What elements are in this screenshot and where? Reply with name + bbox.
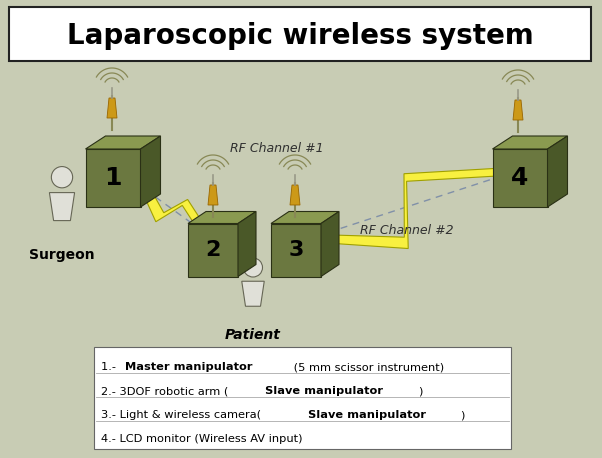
Text: Surgeon: Surgeon [29,248,95,262]
Polygon shape [513,100,523,120]
FancyBboxPatch shape [94,347,511,449]
Text: Master manipulator: Master manipulator [125,362,252,372]
Polygon shape [321,212,339,277]
Text: Slave manipulator: Slave manipulator [308,410,426,420]
Circle shape [243,258,262,277]
Polygon shape [547,136,568,207]
Polygon shape [290,185,300,205]
Polygon shape [271,212,339,224]
Text: RF Channel #1: RF Channel #1 [230,142,324,154]
Text: 2: 2 [205,240,221,260]
Polygon shape [188,224,238,277]
Polygon shape [271,224,321,277]
Polygon shape [492,149,547,207]
Polygon shape [137,175,211,241]
Text: 1: 1 [104,166,122,190]
Polygon shape [492,136,568,149]
Text: 4: 4 [511,166,529,190]
Text: RF Channel #2: RF Channel #2 [360,224,454,236]
Polygon shape [208,185,218,205]
Text: Patient: Patient [225,328,281,342]
Polygon shape [140,136,161,207]
Polygon shape [242,281,264,306]
Polygon shape [107,98,117,118]
Polygon shape [85,149,140,207]
Text: Laparoscopic wireless system: Laparoscopic wireless system [67,22,533,50]
Polygon shape [49,193,75,221]
Polygon shape [85,136,161,149]
Text: (5 mm scissor instrument): (5 mm scissor instrument) [290,362,444,372]
Text: ): ) [460,410,464,420]
Polygon shape [306,168,501,249]
Text: 2.- 3DOF robotic arm (: 2.- 3DOF robotic arm ( [101,386,228,396]
Text: Slave manipulator: Slave manipulator [265,386,383,396]
Polygon shape [238,212,256,277]
Text: 3: 3 [288,240,303,260]
FancyBboxPatch shape [9,7,591,61]
Polygon shape [188,212,256,224]
Text: 4.- LCD monitor (Wireless AV input): 4.- LCD monitor (Wireless AV input) [101,434,302,444]
Text: 3.- Light & wireless camera(: 3.- Light & wireless camera( [101,410,261,420]
Circle shape [51,167,73,188]
Text: 1.-: 1.- [101,362,120,372]
Text: ): ) [418,386,422,396]
